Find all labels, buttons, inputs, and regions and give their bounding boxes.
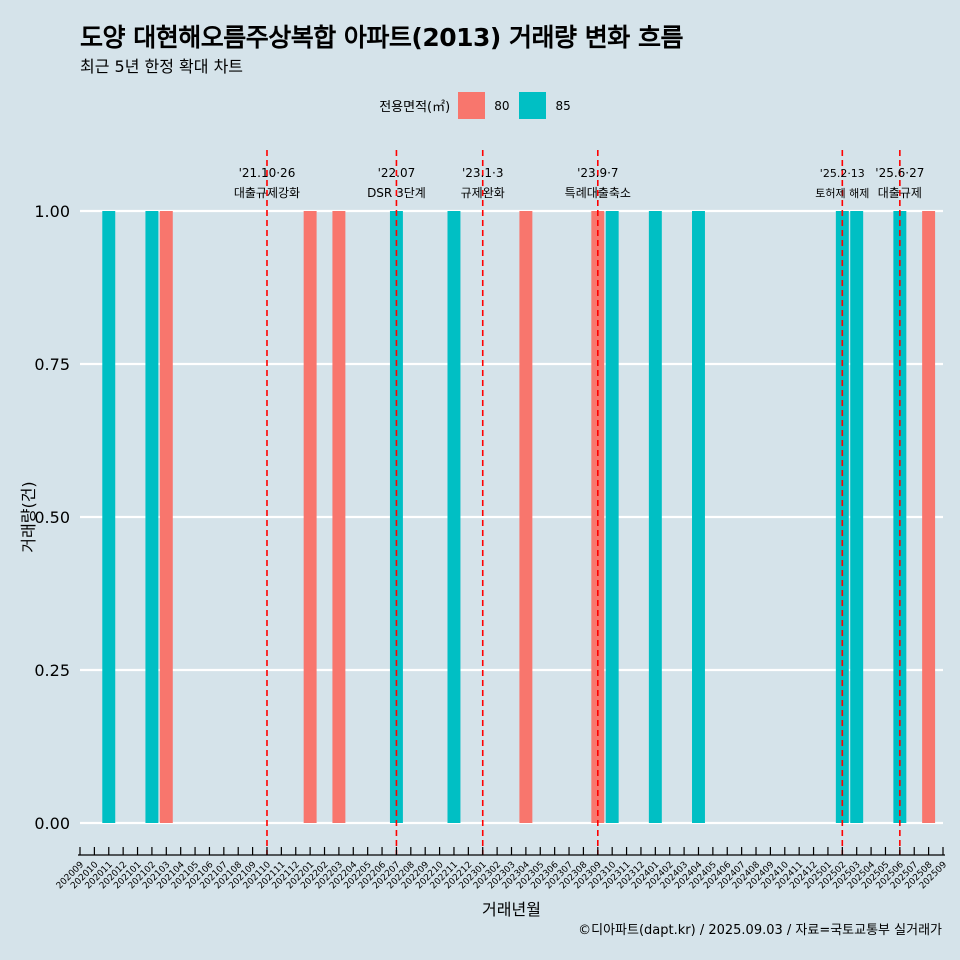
- event-date-label: '25.2·13: [820, 167, 865, 180]
- event-date-label: '23.1·3: [462, 166, 503, 180]
- bar-80-202304: [519, 211, 533, 823]
- bar-85-202102: [145, 211, 159, 823]
- legend-item-80: 80: [458, 92, 509, 119]
- bar-85-202503: [850, 211, 864, 823]
- bar-80-202201: [303, 211, 317, 823]
- legend-label-80: 80: [494, 98, 510, 113]
- event-date-label: '21.10·26: [239, 166, 296, 180]
- event-name-label: 대출규제강화: [234, 186, 300, 200]
- event-date-label: '25.6·27: [875, 166, 924, 180]
- y-tick-label: 0.25: [34, 661, 70, 680]
- event-name-label: DSR 3단계: [367, 186, 426, 200]
- y-tick-label: 0.00: [34, 814, 70, 833]
- bar-85-202310: [605, 211, 619, 823]
- bar-80-202203: [332, 211, 346, 823]
- legend-label-85: 85: [555, 98, 571, 113]
- event-name-label: 규제완화: [461, 186, 505, 200]
- bar-85-202401: [648, 211, 662, 823]
- bar-85-202211: [447, 211, 461, 823]
- y-tick-label: 1.00: [34, 202, 70, 221]
- bar-85-202011: [102, 211, 116, 823]
- chart-title: 도양 대현해오름주상복합 아파트(2013) 거래량 변화 흐름: [80, 23, 683, 52]
- bar-80-202309: [591, 211, 605, 823]
- caption: ©디아파트(dapt.kr) / 2025.09.03 / 자료=국토교통부 실…: [578, 923, 942, 938]
- bar-85-202502: [835, 211, 849, 823]
- event-name-label: 특례대출축소: [565, 186, 631, 200]
- x-axis-title: 거래년월: [482, 900, 541, 919]
- bar-85-202506: [893, 211, 907, 823]
- bar-85-202404: [692, 211, 705, 823]
- y-axis-title: 거래량(건): [19, 481, 38, 552]
- legend-item-85: 85: [519, 92, 571, 119]
- legend-title: 전용면적(㎡): [379, 100, 451, 115]
- chart-subtitle: 최근 5년 한정 확대 차트: [80, 57, 244, 76]
- bar-80-202508: [922, 211, 936, 823]
- legend-swatch-85: [519, 92, 547, 119]
- event-name-label: 대출규제: [878, 186, 922, 200]
- bar-80-202103: [159, 211, 173, 823]
- y-tick-label: 0.50: [34, 508, 70, 527]
- event-date-label: '23.9·7: [577, 166, 618, 180]
- event-name-label: 토허제 해제: [815, 186, 869, 200]
- bar-85-202207: [389, 211, 403, 823]
- legend-swatch-80: [458, 92, 486, 119]
- legend: 전용면적(㎡) 80 85: [0, 92, 960, 119]
- event-date-label: '22.07: [378, 166, 416, 180]
- y-tick-label: 0.75: [34, 355, 70, 374]
